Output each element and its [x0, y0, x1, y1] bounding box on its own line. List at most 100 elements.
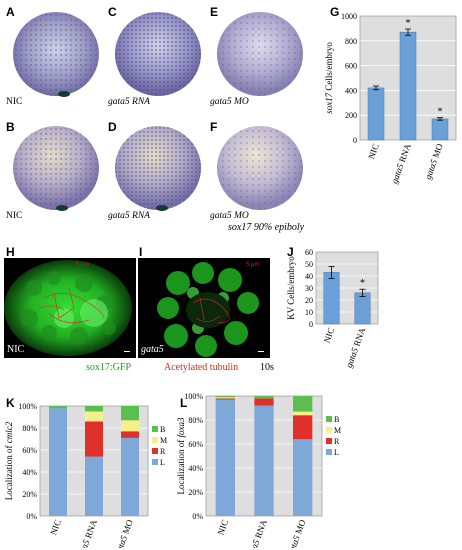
- embryo-panel-e: gata5 MO: [208, 8, 310, 116]
- scale-label-i: 5 µm: [246, 262, 260, 268]
- y-tick-label: 80%: [22, 424, 37, 433]
- panel-letter-j: J: [287, 245, 294, 259]
- embryo-image: [217, 12, 303, 96]
- embryo-panel-f: gata5 MO: [208, 122, 310, 230]
- embryo-panel-c: gata5 RNA: [106, 8, 208, 116]
- stack-segment-L: [121, 437, 139, 516]
- bar-0: [323, 272, 340, 325]
- legend-label-R: R: [334, 437, 340, 446]
- y-tick-label: 40%: [188, 464, 203, 473]
- embryo-caption-f: gata5 MO: [210, 211, 249, 221]
- panel-letter-a: A: [6, 5, 15, 19]
- panel-letter-d: D: [108, 120, 117, 134]
- embryo-image: [115, 12, 201, 96]
- panel-letter-b: B: [6, 120, 15, 134]
- scale-bar-h: [124, 350, 130, 352]
- chart-g: 0 200 400 600 800 1000 sox17 Cells/embryo NIC * g…: [324, 12, 457, 185]
- y-tick-label: 20%: [188, 488, 203, 497]
- embryo-caption-b: NIC: [6, 211, 23, 221]
- significance-mark: *: [360, 278, 365, 289]
- embryo-panel-d: gata5 RNA: [106, 122, 208, 230]
- micro-label-i: gata5: [141, 344, 164, 355]
- stack-segment-B: [121, 406, 139, 421]
- legend-stage: 10s: [260, 362, 274, 373]
- y-tick-label: 80%: [188, 416, 203, 425]
- legend-swatch-M: [326, 427, 332, 433]
- legend-gfp: sox17:GFP: [86, 362, 132, 373]
- y-tick-label: 200: [345, 111, 357, 120]
- bar-1: [399, 31, 417, 141]
- stack-segment-L: [85, 456, 103, 516]
- embryo-image: [13, 12, 99, 97]
- y-tick-label: 20: [305, 296, 313, 305]
- legend-label-R: R: [160, 447, 166, 456]
- panel-letter-i: I: [139, 245, 143, 259]
- bar-1: [354, 292, 371, 325]
- micro-label-h: NIC: [7, 344, 25, 355]
- legend-label-L: L: [160, 458, 165, 467]
- embryo-panel-b: NIC: [4, 122, 106, 230]
- y-tick-label: 0: [353, 136, 357, 145]
- micro-panel-i: 5 µm gata5: [138, 258, 270, 358]
- y-tick-label: 0: [309, 320, 313, 329]
- embryo-caption-e: gata5 MO: [210, 97, 249, 107]
- legend-swatch-R: [326, 438, 332, 444]
- embryo-image: [13, 126, 99, 211]
- legend-swatch-B: [152, 426, 158, 432]
- chart-j: 0 10 20 30 40 50 60 KV Cells/embryo NIC * gata5 RN…: [286, 248, 379, 369]
- y-tick-label: 800: [345, 37, 357, 46]
- stack-segment-B: [293, 396, 313, 412]
- micro-image-i: [157, 262, 259, 357]
- x-tick-label: gata5 MO: [285, 518, 307, 548]
- chart-l: 0% 20% 40% 60% 80% 100% Localization of foxa3 N…: [176, 392, 341, 548]
- stack-segment-R: [215, 398, 235, 400]
- legend-swatch-B: [326, 416, 332, 422]
- legend-label-M: M: [334, 426, 341, 435]
- micro-image-h: [4, 260, 132, 356]
- x-tick-label: gata5 MO: [113, 518, 135, 548]
- y-tick-label: 60%: [188, 440, 203, 449]
- y-tick-label: 1000: [341, 12, 357, 21]
- significance-mark: *: [438, 107, 443, 118]
- legend-swatch-L: [326, 449, 332, 455]
- stack-segment-M: [121, 420, 139, 432]
- embryo-footer: sox17 90% epiboly: [228, 222, 305, 233]
- x-tick-label: NIC: [216, 518, 231, 536]
- x-tick-label: gata5 RNA: [245, 518, 269, 548]
- stack-segment-R: [85, 421, 103, 457]
- y-axis-label: Localization of foxa3: [176, 417, 186, 494]
- embryo-caption-c: gata5 RNA: [108, 97, 150, 107]
- y-tick-label: 0%: [192, 512, 203, 521]
- chart-k: 0% 20% 40% 60% 80% 100% Localization of cmlc2 N…: [4, 402, 167, 548]
- embryo-image: [115, 126, 201, 211]
- stack-segment-M: [85, 411, 103, 422]
- significance-mark: *: [406, 18, 411, 29]
- y-axis-label: Localization of cmlc2: [4, 421, 14, 500]
- bar-2: [431, 118, 449, 141]
- x-tick-label: NIC: [366, 142, 381, 160]
- y-tick-label: 20%: [22, 490, 37, 499]
- x-tick-label: gata5 RNA: [344, 326, 368, 369]
- y-tick-label: 50: [305, 260, 313, 269]
- legend-label-M: M: [160, 436, 167, 445]
- y-tick-label: 10: [305, 308, 313, 317]
- legend-label-B: B: [334, 415, 339, 424]
- panel-letter-c: C: [108, 5, 117, 19]
- micro-panel-h: 5 µm NIC: [4, 258, 136, 358]
- stack-segment-B: [85, 406, 103, 412]
- stack-segment-L: [254, 405, 274, 516]
- panel-letter-f: F: [210, 120, 218, 134]
- stack-segment-R: [254, 398, 274, 406]
- y-tick-label: 100%: [18, 402, 37, 411]
- y-tick-label: 40: [305, 272, 313, 281]
- legend-swatch-M: [152, 437, 158, 443]
- panel-letter-h: H: [6, 245, 15, 259]
- embryo-caption-d: gata5 RNA: [108, 211, 150, 221]
- y-tick-label: 60: [305, 248, 313, 257]
- y-axis-label: sox17 Cells/embryo: [324, 42, 334, 114]
- stack-segment-M: [293, 411, 313, 416]
- stack-segment-R: [121, 431, 139, 438]
- x-tick-label: gata5 MO: [423, 142, 445, 181]
- stack-segment-L: [49, 408, 67, 516]
- stack-segment-L: [215, 399, 235, 516]
